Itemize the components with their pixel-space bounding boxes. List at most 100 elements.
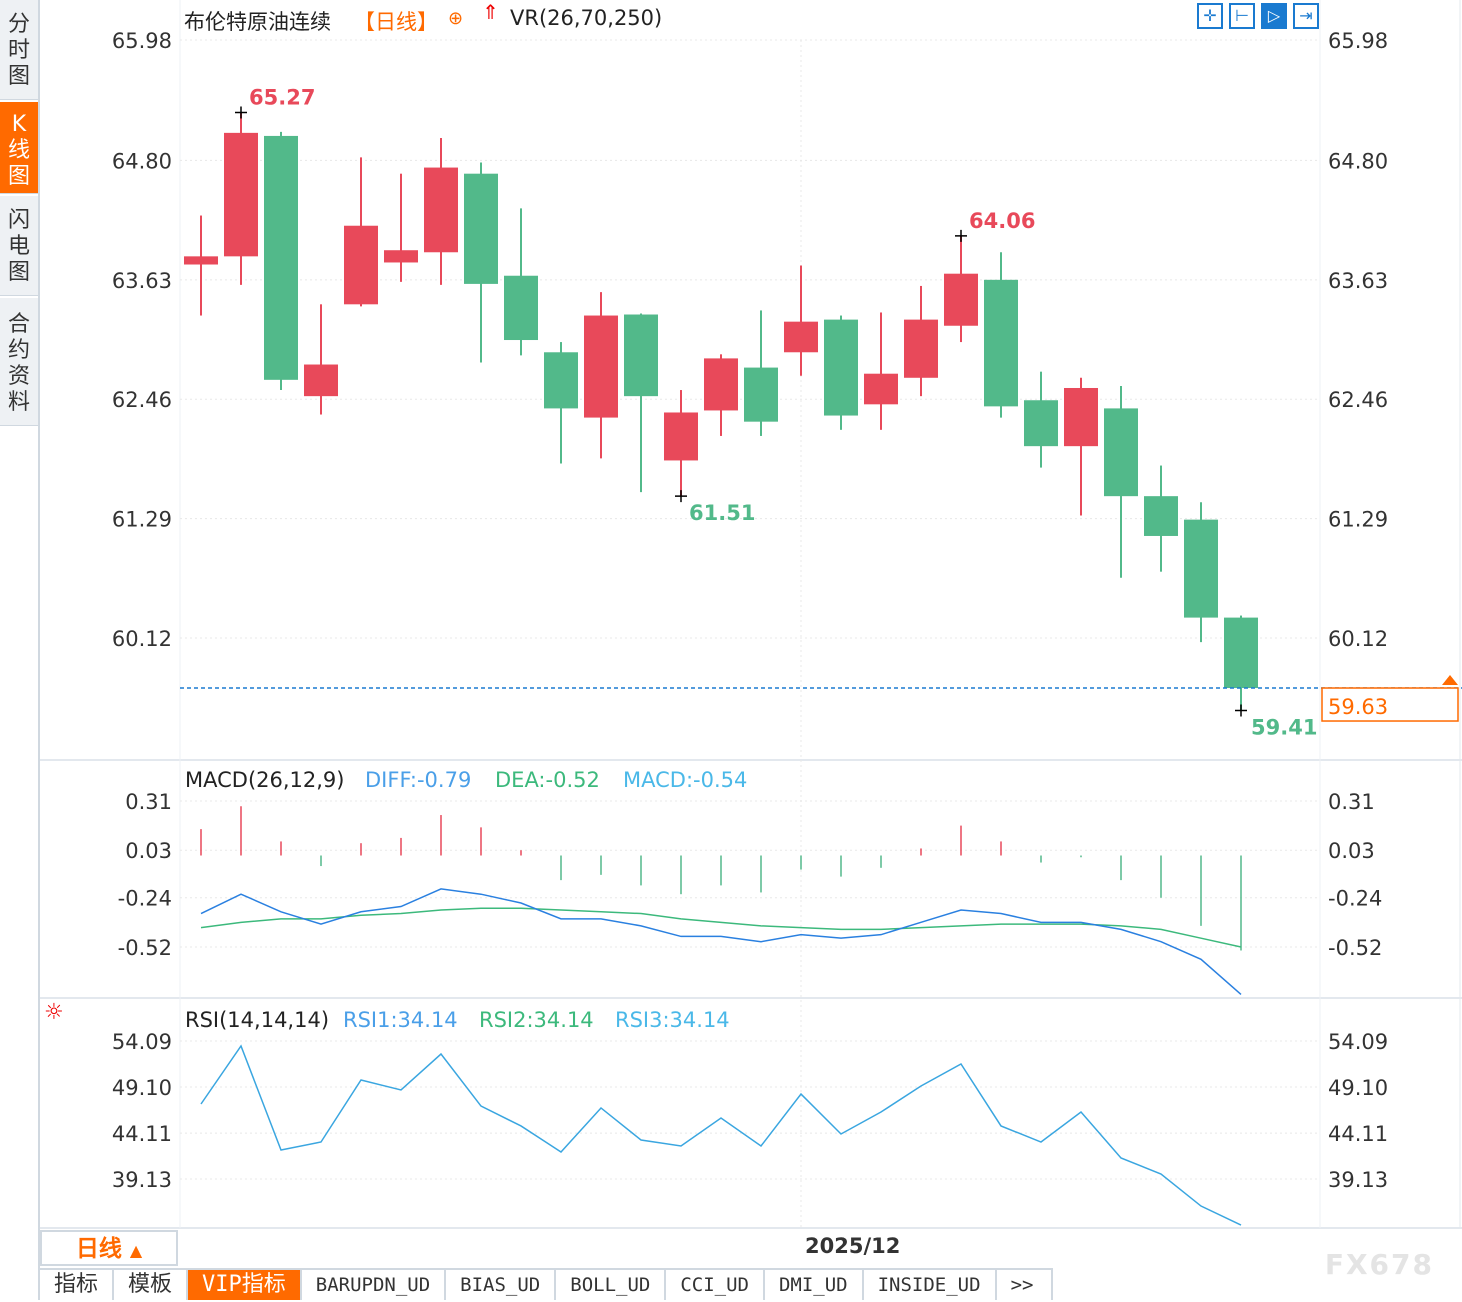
candle-body bbox=[664, 412, 698, 461]
candle-body bbox=[304, 364, 338, 397]
candle-body bbox=[464, 173, 498, 284]
tab-dmi[interactable]: DMI_UD bbox=[765, 1270, 864, 1300]
rsi-title: RSI(14,14,14) bbox=[185, 1008, 329, 1032]
rsi2-legend: RSI2:34.14 bbox=[479, 1008, 594, 1032]
candle-body bbox=[264, 135, 298, 380]
period-label: 日线 bbox=[75, 1236, 122, 1262]
rsi-tick-left: 49.10 bbox=[112, 1076, 172, 1100]
price-tick-left: 62.46 bbox=[112, 388, 172, 412]
candle-body bbox=[744, 367, 778, 422]
tab-barupdn[interactable]: BARUPDN_UD bbox=[302, 1270, 447, 1300]
price-tick-left: 61.29 bbox=[112, 508, 172, 532]
candle-body bbox=[1184, 519, 1218, 618]
rsi-tick-right: 54.09 bbox=[1328, 1030, 1388, 1054]
scroll-up-icon bbox=[1442, 675, 1458, 686]
extreme-marker bbox=[955, 229, 967, 242]
price-tick-left: 60.12 bbox=[112, 627, 172, 651]
tab-inside[interactable]: INSIDE_UD bbox=[864, 1270, 997, 1300]
candle-body bbox=[384, 250, 418, 263]
rsi3-legend: RSI3:34.14 bbox=[615, 1008, 730, 1032]
tab-templates[interactable]: 模板 bbox=[114, 1270, 189, 1300]
zoom-range-icon[interactable]: ⊢ bbox=[1229, 3, 1255, 29]
current-price-label: 59.63 bbox=[1328, 695, 1388, 719]
vr-label: VR(26,70,250) bbox=[510, 6, 663, 30]
settings-sun-icon[interactable]: ☼ bbox=[44, 1000, 64, 1025]
candle-body bbox=[184, 256, 218, 265]
macd-legend: MACD:-0.54 bbox=[623, 768, 747, 792]
dea-legend: DEA:-0.52 bbox=[495, 768, 600, 792]
candle-body bbox=[624, 314, 658, 397]
price-tick-right: 60.12 bbox=[1328, 627, 1388, 651]
diff-legend: DIFF:-0.79 bbox=[365, 768, 471, 792]
macd-tick-right: 0.03 bbox=[1328, 839, 1375, 863]
candle-body bbox=[224, 132, 258, 257]
tab-vip-indicators[interactable]: VIP指标 bbox=[188, 1270, 302, 1300]
add-indicator-icon[interactable]: ⊕ bbox=[448, 8, 464, 29]
rsi1-legend: RSI1:34.14 bbox=[343, 1008, 458, 1032]
macd-tick-right: -0.52 bbox=[1328, 936, 1382, 960]
rsi-tick-right: 44.11 bbox=[1328, 1122, 1388, 1146]
candle-body bbox=[1224, 617, 1258, 689]
arrow-up-icon: ⇑ bbox=[482, 0, 499, 24]
jump-end-icon[interactable]: ⇥ bbox=[1293, 3, 1319, 29]
candle-body bbox=[504, 275, 538, 341]
tab-bias[interactable]: BIAS_UD bbox=[446, 1270, 557, 1300]
tab-indicators[interactable]: 指标 bbox=[40, 1270, 115, 1300]
macd-tick-left: -0.52 bbox=[118, 936, 172, 960]
rsi-line bbox=[200, 1044, 1242, 1226]
candle-body bbox=[1104, 408, 1138, 497]
extreme-label: 64.06 bbox=[969, 209, 1035, 233]
rsi-tick-right: 49.10 bbox=[1328, 1076, 1388, 1100]
symbol-title: 布伦特原油连续 bbox=[184, 10, 331, 34]
macd-title: MACD(26,12,9) bbox=[185, 768, 345, 792]
candle-body bbox=[1024, 400, 1058, 447]
sidebar-item-contract-info[interactable]: 合约资料 bbox=[0, 298, 38, 426]
price-tick-left: 63.63 bbox=[112, 269, 172, 293]
candle-body bbox=[544, 352, 578, 409]
candle-body bbox=[904, 319, 938, 378]
play-range-icon[interactable]: ▷ bbox=[1261, 3, 1287, 29]
rsi-tick-left: 44.11 bbox=[112, 1122, 172, 1146]
macd-tick-left: 0.31 bbox=[125, 790, 172, 814]
sidebar-item-flash[interactable]: 闪电图 bbox=[0, 196, 38, 296]
candle-body bbox=[1144, 496, 1178, 536]
price-tick-right: 64.80 bbox=[1328, 149, 1388, 173]
diff-line bbox=[200, 888, 1242, 996]
rsi-tick-left: 39.13 bbox=[112, 1168, 172, 1192]
dea-line bbox=[200, 907, 1242, 948]
macd-tick-left: 0.03 bbox=[125, 839, 172, 863]
extreme-marker bbox=[235, 106, 247, 119]
candle-body bbox=[784, 321, 818, 353]
macd-tick-right: -0.24 bbox=[1328, 887, 1382, 911]
macd-tick-right: 0.31 bbox=[1328, 790, 1375, 814]
extreme-marker bbox=[675, 490, 687, 503]
triangle-up-icon: ▲ bbox=[129, 1241, 143, 1260]
extreme-label: 61.51 bbox=[689, 501, 755, 525]
indicator-tabs: 指标 模板 VIP指标 BARUPDN_UD BIAS_UD BOLL_UD C… bbox=[40, 1268, 1053, 1302]
watermark-logo: FX678 bbox=[1324, 1248, 1434, 1281]
rsi-tick-left: 54.09 bbox=[112, 1030, 172, 1054]
candle-body bbox=[864, 373, 898, 405]
candle-body bbox=[1064, 387, 1098, 447]
price-tick-right: 65.98 bbox=[1328, 29, 1388, 53]
candle-body bbox=[704, 358, 738, 411]
price-tick-left: 64.80 bbox=[112, 149, 172, 173]
candle-body bbox=[344, 225, 378, 305]
candle-body bbox=[824, 319, 858, 416]
period-selector[interactable]: 日线 ▲ bbox=[40, 1230, 178, 1266]
price-tick-right: 61.29 bbox=[1328, 508, 1388, 532]
tab-cci[interactable]: CCI_UD bbox=[666, 1270, 765, 1300]
period-tag: 【日线】 bbox=[354, 10, 438, 34]
tab-boll[interactable]: BOLL_UD bbox=[556, 1270, 667, 1300]
candle-body bbox=[584, 315, 618, 418]
tab-more[interactable]: >> bbox=[997, 1270, 1053, 1300]
extreme-label: 65.27 bbox=[249, 85, 315, 109]
price-tick-right: 62.46 bbox=[1328, 388, 1388, 412]
price-tick-left: 65.98 bbox=[112, 29, 172, 53]
candle-body bbox=[424, 167, 458, 253]
sidebar-item-timeshare[interactable]: 分时图 bbox=[0, 0, 38, 100]
crosshair-icon[interactable]: ✛ bbox=[1197, 3, 1223, 29]
